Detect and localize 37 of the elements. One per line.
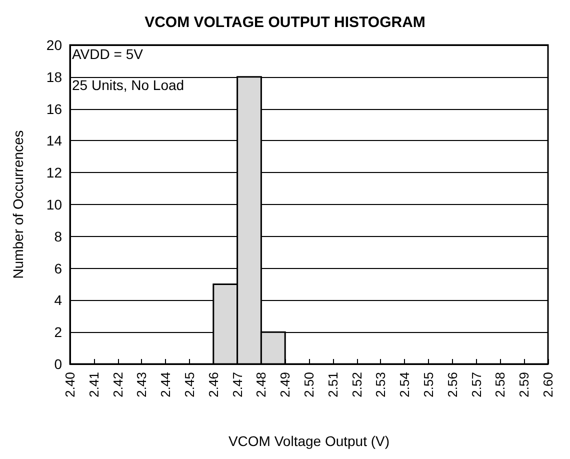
x-tick-label: 2.59 xyxy=(516,372,532,398)
y-tick-label: 18 xyxy=(46,68,62,85)
chart-title: VCOM VOLTAGE OUTPUT HISTOGRAM xyxy=(144,14,426,31)
x-axis-title: VCOM Voltage Output (V) xyxy=(228,433,390,449)
x-tick-label: 2.55 xyxy=(421,372,436,398)
y-axis-title: Number of Occurrences xyxy=(10,130,26,279)
x-tick-label: 2.40 xyxy=(62,372,78,398)
y-tick-label: 8 xyxy=(54,228,62,244)
x-tick-label: 2.43 xyxy=(134,372,150,398)
x-tick-label: 2.56 xyxy=(444,372,460,398)
x-tick-label: 2.41 xyxy=(86,372,102,398)
x-tick-label: 2.46 xyxy=(206,372,221,398)
x-tick-label: 2.50 xyxy=(302,372,316,398)
x-tick-label: 2.60 xyxy=(540,372,556,398)
x-tick-label: 2.53 xyxy=(373,372,388,398)
x-tick-label: 2.54 xyxy=(397,372,412,398)
x-tick-label: 2.47 xyxy=(230,372,245,398)
x-tick-label: 2.57 xyxy=(468,372,484,398)
y-tick-label: 10 xyxy=(46,196,62,212)
x-tick-label: 2.52 xyxy=(349,372,364,398)
x-tick-label: 2.44 xyxy=(158,372,174,398)
x-tick-label: 2.48 xyxy=(254,372,269,398)
y-tick-label: 2 xyxy=(54,324,62,340)
x-tick-label: 2.42 xyxy=(110,372,126,398)
x-tick-label: 2.51 xyxy=(325,372,340,398)
y-tick-label: 12 xyxy=(46,164,62,181)
annotation: 25 Units, No Load xyxy=(72,77,184,93)
y-tick-label: 0 xyxy=(54,356,62,372)
y-tick-label: 20 xyxy=(46,37,62,53)
y-tick-label: 6 xyxy=(54,260,62,276)
y-tick-label: 16 xyxy=(46,100,62,117)
x-tick-label: 2.45 xyxy=(182,372,197,398)
y-tick-label: 4 xyxy=(54,292,62,308)
annotation: AVDD = 5V xyxy=(72,46,144,62)
x-tick-label: 2.49 xyxy=(278,372,293,398)
y-tick-label: 14 xyxy=(46,132,62,149)
x-tick-label: 2.58 xyxy=(492,372,508,398)
